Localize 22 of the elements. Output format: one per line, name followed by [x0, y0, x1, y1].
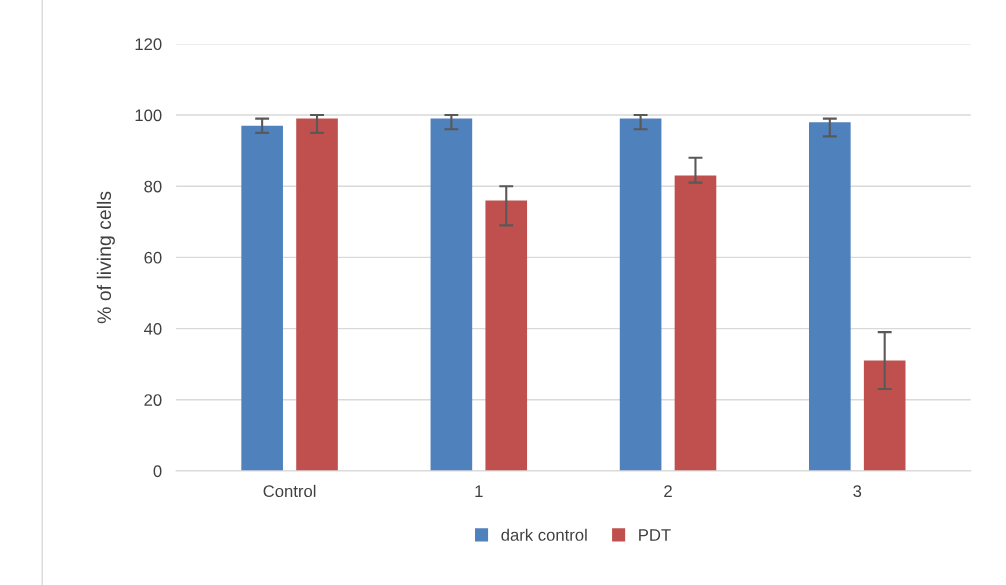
y-tick-label: 100: [135, 109, 162, 122]
bar: [430, 118, 473, 471]
y-tick-label: 120: [135, 38, 162, 51]
bar: [674, 175, 717, 471]
bar: [809, 122, 851, 471]
legend-label: PDT: [639, 529, 671, 541]
x-tick-label: Control: [263, 484, 316, 498]
bar: [619, 118, 662, 471]
x-tick-label: 1: [475, 485, 483, 497]
x-tick-label: 3: [853, 485, 862, 498]
y-axis-title: % of living cells: [96, 191, 115, 324]
bar: [241, 125, 283, 471]
bar: [296, 118, 338, 471]
y-tick-label: 40: [144, 322, 162, 335]
y-tick-label: 60: [144, 251, 162, 264]
bar: [863, 360, 906, 471]
y-tick-label: 20: [144, 394, 162, 406]
y-tick-label: 0: [153, 465, 162, 478]
legend-label: dark control: [501, 528, 587, 541]
x-tick-label: 2: [664, 485, 672, 497]
y-tick-label: 80: [144, 180, 162, 193]
bar: [485, 200, 528, 471]
